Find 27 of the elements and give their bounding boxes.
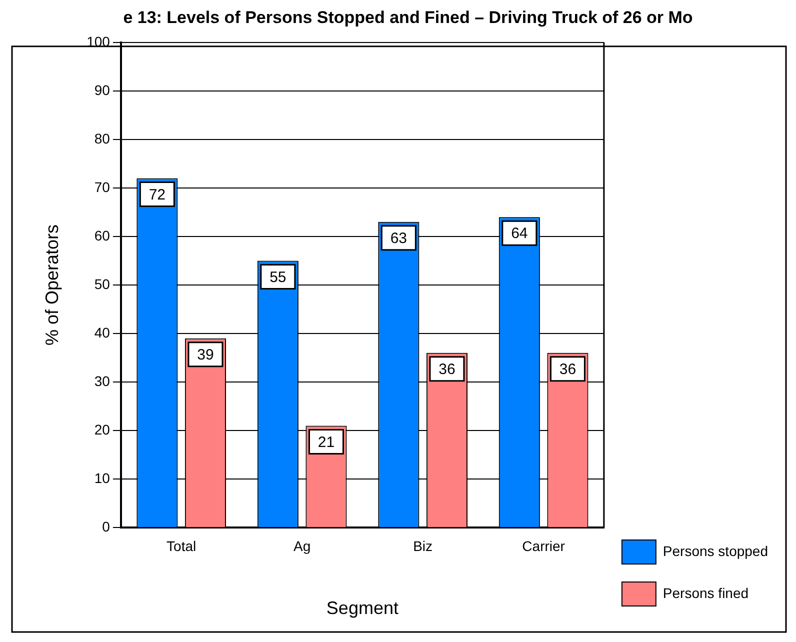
data-label: 55 [270, 268, 286, 286]
chart-title: e 13: Levels of Persons Stopped and Fined – Driving Truck of 26 or Mo [123, 8, 693, 27]
legend-label: Persons stopped [662, 542, 768, 559]
y-tick-label: 0 [102, 518, 110, 534]
data-label: 39 [197, 346, 214, 364]
x-tick-label: Carrier [522, 538, 566, 554]
y-tick-label: 50 [94, 276, 110, 292]
data-label: 21 [318, 434, 335, 451]
y-axis-title: % of Operators [42, 224, 62, 346]
y-tick-label: 20 [94, 421, 110, 438]
x-tick-label: Ag [294, 538, 311, 554]
legend-label: Persons fined [662, 584, 749, 601]
x-tick-label: Total [166, 538, 196, 554]
y-tick-label: 60 [94, 227, 110, 244]
y-tick-label: 90 [94, 82, 110, 98]
x-tick-label: Biz [413, 538, 433, 554]
y-tick-label: 80 [94, 130, 110, 146]
data-label: 36 [438, 361, 456, 378]
y-tick-label: 40 [94, 324, 110, 340]
data-label: 72 [148, 186, 166, 204]
y-tick-label: 70 [94, 178, 110, 195]
data-label: 64 [511, 225, 528, 242]
x-axis-title: Segment [326, 598, 398, 618]
data-label: 63 [390, 230, 408, 248]
data-label: 36 [559, 361, 576, 378]
y-tick-label: 30 [94, 372, 110, 389]
y-tick-label: 10 [94, 470, 110, 486]
